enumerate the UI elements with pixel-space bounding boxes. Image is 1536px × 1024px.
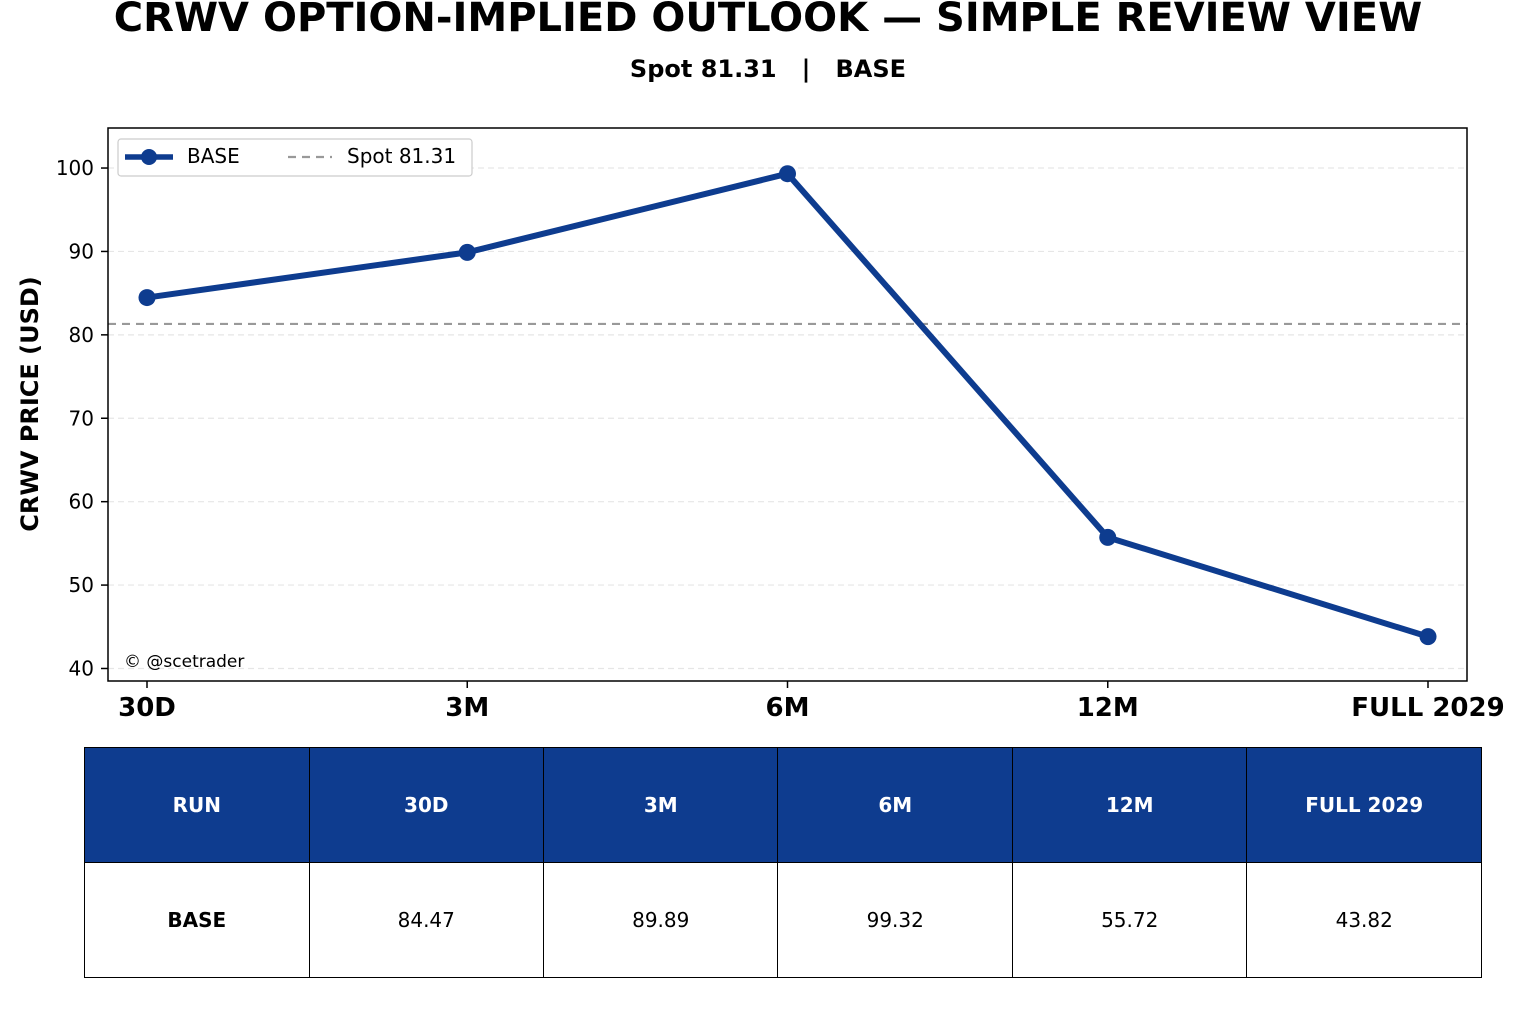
- legend-spot-label: Spot 81.31: [347, 144, 456, 168]
- legend-base-label: BASE: [187, 144, 240, 168]
- x-tick-label: 6M: [766, 693, 810, 723]
- y-tick-label: 60: [69, 490, 94, 514]
- x-tick-label: 3M: [445, 693, 489, 723]
- y-tick-label: 70: [69, 406, 94, 430]
- data-table: RUN 30D 3M 6M 12M FULL 2029 BASE 84.47 89.89 99.…: [84, 747, 1482, 978]
- chart-title: CRWV OPTION-IMPLIED OUTLOOK — SIMPLE REV…: [114, 0, 1422, 41]
- y-tick-label: 50: [69, 573, 94, 597]
- y-tick-label: 80: [69, 323, 94, 347]
- table-header-6m: 6M: [777, 747, 1013, 863]
- x-tick-label: 30D: [118, 693, 176, 723]
- table-cell-value: 84.47: [308, 862, 545, 978]
- chart-subtitle: Spot 81.31 | BASE: [630, 55, 906, 83]
- data-point: [1099, 528, 1117, 546]
- plot-area-frame: [107, 127, 1468, 682]
- table-cell-value: 55.72: [1011, 862, 1248, 978]
- x-tick-label: 12M: [1077, 693, 1139, 723]
- legend-base-marker: [141, 149, 157, 165]
- table-header-30d: 30D: [308, 747, 545, 863]
- series-line-base: [144, 170, 1431, 640]
- y-tick-label: 90: [69, 239, 94, 263]
- table-header-full-2029: FULL 2029: [1246, 747, 1482, 863]
- table-cell-value: 43.82: [1246, 862, 1482, 978]
- table-cell-run: BASE: [84, 862, 310, 978]
- y-axis-label: CRWV PRICE (USD): [16, 276, 44, 532]
- data-point: [1419, 628, 1437, 646]
- table-header-12m: 12M: [1011, 747, 1248, 863]
- table-header-run: RUN: [84, 747, 310, 863]
- table-header-row: RUN 30D 3M 6M 12M FULL 2029: [84, 747, 1482, 863]
- series-layer: [138, 165, 1437, 646]
- y-axis-ticks: 40 50 60 70 80 90 100: [56, 156, 108, 680]
- table-cell-value: 99.32: [777, 862, 1013, 978]
- watermark: © @scetrader: [124, 652, 244, 672]
- chart: CRWV OPTION-IMPLIED OUTLOOK — SIMPLE REV…: [16, 0, 1505, 723]
- y-tick-label: 100: [56, 156, 94, 180]
- table-header-3m: 3M: [542, 747, 779, 863]
- table-row: BASE 84.47 89.89 99.32 55.72 43.82: [84, 862, 1482, 978]
- x-axis-ticks: 30D 3M 6M 12M FULL 2029: [118, 681, 1505, 723]
- grid-lines: [108, 167, 1467, 670]
- y-tick-label: 40: [69, 656, 94, 680]
- data-point: [779, 165, 796, 183]
- table-cell-value: 89.89: [542, 862, 779, 978]
- data-point: [458, 243, 476, 261]
- data-point: [138, 289, 156, 307]
- x-tick-label: FULL 2029: [1351, 693, 1504, 723]
- table-body: BASE 84.47 89.89 99.32 55.72 43.82: [84, 862, 1482, 978]
- legend: BASE Spot 81.31: [117, 138, 473, 177]
